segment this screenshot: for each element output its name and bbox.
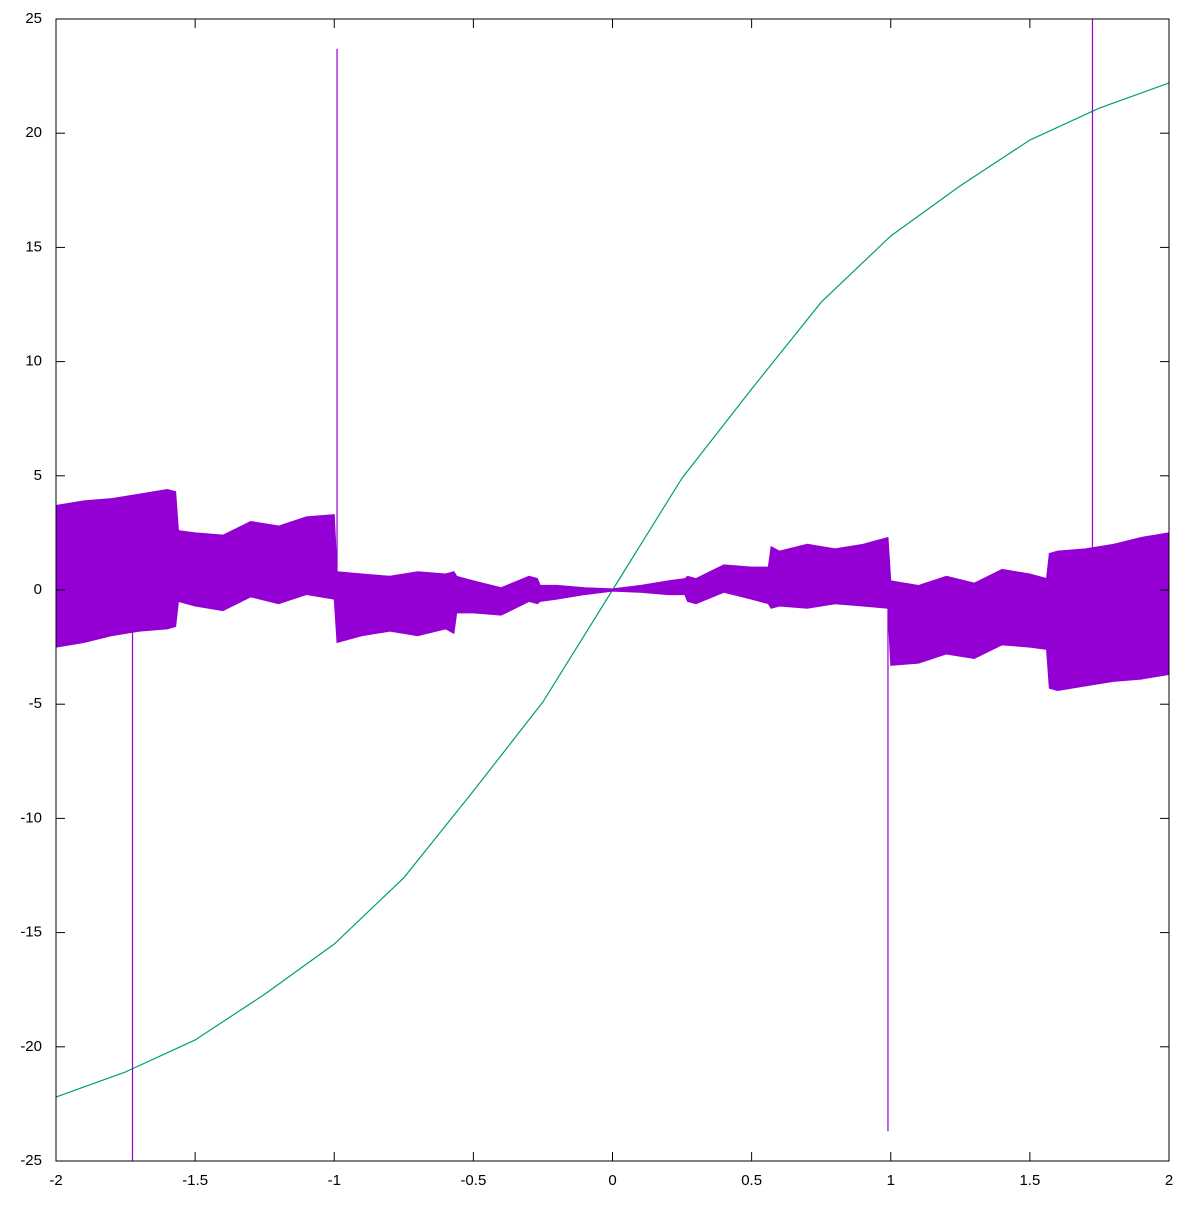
x-tick-label: 2 [1165, 1172, 1173, 1189]
y-tick-label: -20 [20, 1038, 42, 1055]
y-tick-label: -5 [29, 695, 42, 712]
y-tick-label: 5 [34, 467, 42, 484]
y-tick-label: 25 [25, 10, 42, 27]
x-tick-label: -2 [49, 1172, 62, 1189]
y-tick-label: 0 [34, 581, 42, 598]
x-tick-label: -1 [328, 1172, 341, 1189]
y-tick-label: 10 [25, 353, 42, 370]
x-tick-label: -0.5 [460, 1172, 486, 1189]
y-tick-label: -15 [20, 924, 42, 941]
x-tick-label: 0.5 [741, 1172, 762, 1189]
y-tick-label: 15 [25, 238, 42, 255]
x-tick-label: -1.5 [182, 1172, 208, 1189]
x-tick-label: 1.5 [1019, 1172, 1040, 1189]
x-tick-label: 0 [608, 1172, 616, 1189]
y-tick-label: -25 [20, 1152, 42, 1169]
y-tick-label: 20 [25, 124, 42, 141]
band [55, 488, 1170, 692]
x-tick-label: 1 [887, 1172, 895, 1189]
y-tick-label: -10 [20, 809, 42, 826]
